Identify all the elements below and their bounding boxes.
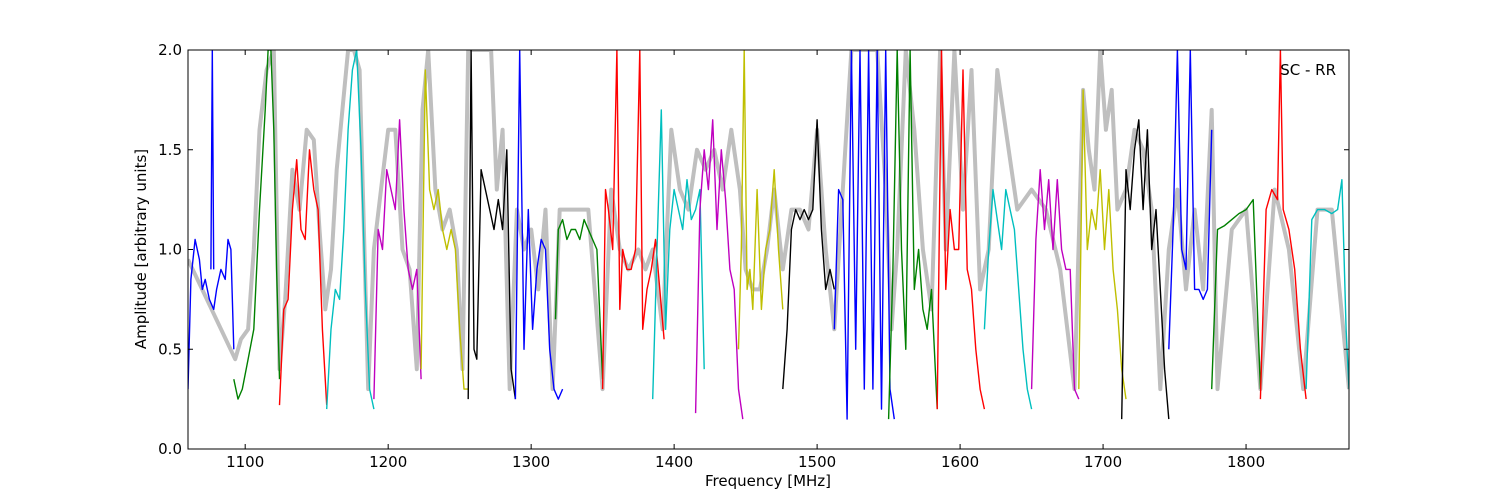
series-line-25 <box>1305 178 1349 390</box>
series-line-13 <box>737 50 784 350</box>
x-tick-label: 1100 <box>226 453 264 471</box>
y-tick-label: 0.0 <box>158 440 182 458</box>
series-line-23 <box>1211 198 1262 390</box>
x-tick-label: 1200 <box>369 453 407 471</box>
series-line-4 <box>326 50 375 410</box>
series-line-18 <box>983 188 1033 410</box>
series-line-14 <box>782 119 835 390</box>
y-axis-title: Amplitude [arbitrary units] <box>132 149 150 349</box>
series-line-16 <box>887 50 938 420</box>
x-tick-label: 1400 <box>655 453 693 471</box>
x-axis-ticks: 1100 1200 1300 1400 1500 1600 1700 1800 <box>226 50 1265 471</box>
series-line-9 <box>554 218 604 380</box>
series-line-3 <box>278 149 328 406</box>
y-tick-label: 2.0 <box>158 41 182 59</box>
series-line-17 <box>936 50 986 410</box>
series-line-8 <box>514 50 564 400</box>
y-tick-label: 1.0 <box>158 241 182 259</box>
series-line-2 <box>233 50 281 400</box>
background-trace-line <box>188 50 1349 392</box>
x-tick-label: 1500 <box>798 453 836 471</box>
series-line-19 <box>1030 168 1080 400</box>
y-axis-ticks: 0.0 0.5 1.0 1.5 2.0 <box>158 41 1349 458</box>
series-line-1 <box>210 50 215 270</box>
series-line-15 <box>833 50 895 420</box>
x-tick-label: 1800 <box>1227 453 1265 471</box>
series-line-6 <box>420 69 469 390</box>
series-line-20 <box>1078 89 1127 400</box>
series-line-5 <box>373 119 422 400</box>
series-line-11 <box>652 109 705 400</box>
y-tick-label: 1.5 <box>158 141 182 159</box>
x-tick-label: 1600 <box>941 453 979 471</box>
series-line-24 <box>1259 50 1307 400</box>
x-axis-title: Frequency [MHz] <box>705 472 831 490</box>
y-tick-label: 0.5 <box>158 340 182 358</box>
series-line-22 <box>1168 50 1213 350</box>
series-line-0 <box>188 238 235 390</box>
chart-annotation: SC - RR <box>1280 61 1336 79</box>
series-line-10 <box>601 50 665 390</box>
series-line-7 <box>467 50 517 400</box>
series-line-21 <box>1121 119 1170 420</box>
x-tick-label: 1300 <box>512 453 550 471</box>
plot-series-group <box>188 50 1349 420</box>
x-tick-label: 1700 <box>1084 453 1122 471</box>
series-line-12 <box>694 119 744 420</box>
